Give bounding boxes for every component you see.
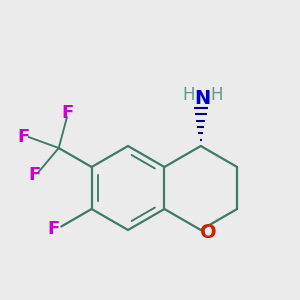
Text: O: O <box>200 224 217 242</box>
Text: H: H <box>182 86 195 104</box>
Text: F: F <box>61 104 73 122</box>
Text: N: N <box>195 88 211 107</box>
Text: F: F <box>28 166 40 184</box>
Text: F: F <box>47 220 59 238</box>
Text: H: H <box>211 86 223 104</box>
Text: F: F <box>17 128 30 146</box>
